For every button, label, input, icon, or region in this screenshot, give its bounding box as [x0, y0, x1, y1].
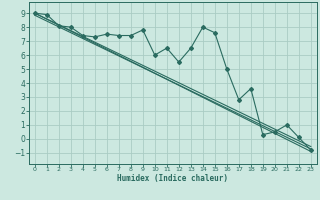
X-axis label: Humidex (Indice chaleur): Humidex (Indice chaleur): [117, 174, 228, 183]
